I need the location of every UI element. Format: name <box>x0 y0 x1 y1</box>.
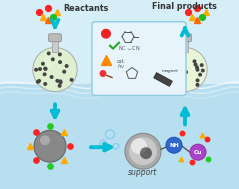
Circle shape <box>196 68 200 72</box>
Circle shape <box>47 51 51 55</box>
Text: Final products: Final products <box>152 2 217 11</box>
Circle shape <box>131 138 147 154</box>
Circle shape <box>33 47 77 92</box>
Circle shape <box>196 78 200 82</box>
Circle shape <box>38 67 42 71</box>
Circle shape <box>129 137 157 165</box>
Polygon shape <box>154 73 172 86</box>
Circle shape <box>198 73 202 77</box>
Circle shape <box>34 68 38 72</box>
Text: $h\nu$: $h\nu$ <box>117 62 125 70</box>
Circle shape <box>58 52 62 56</box>
Circle shape <box>41 62 45 66</box>
Circle shape <box>166 137 182 153</box>
Circle shape <box>50 75 54 79</box>
Circle shape <box>43 72 47 76</box>
Text: support: support <box>128 168 158 177</box>
Bar <box>52 39 58 52</box>
Circle shape <box>36 80 40 84</box>
Circle shape <box>37 79 41 83</box>
Circle shape <box>173 56 184 67</box>
Circle shape <box>175 83 179 87</box>
Circle shape <box>173 66 177 70</box>
Circle shape <box>178 76 182 80</box>
Text: magnet: magnet <box>162 69 179 73</box>
Circle shape <box>190 144 206 160</box>
Circle shape <box>55 79 59 83</box>
Circle shape <box>43 56 54 67</box>
Circle shape <box>164 78 168 82</box>
Circle shape <box>195 65 199 69</box>
Circle shape <box>58 84 62 88</box>
FancyBboxPatch shape <box>92 22 186 95</box>
Circle shape <box>163 47 207 92</box>
Circle shape <box>43 82 47 86</box>
Circle shape <box>176 81 180 85</box>
Circle shape <box>58 79 62 83</box>
Circle shape <box>174 74 178 78</box>
Circle shape <box>62 70 66 74</box>
Text: cat.: cat. <box>117 59 126 64</box>
Text: Cu: Cu <box>194 150 202 155</box>
Circle shape <box>201 69 205 73</box>
Circle shape <box>43 67 48 71</box>
Circle shape <box>125 133 161 169</box>
Circle shape <box>193 59 196 63</box>
FancyBboxPatch shape <box>179 34 191 42</box>
Circle shape <box>70 78 74 82</box>
Circle shape <box>99 70 107 77</box>
FancyBboxPatch shape <box>49 34 61 42</box>
Circle shape <box>51 57 55 61</box>
Circle shape <box>167 57 170 61</box>
Circle shape <box>40 135 50 145</box>
Text: NC$\smile$CN: NC$\smile$CN <box>118 44 141 52</box>
Bar <box>182 39 188 52</box>
Circle shape <box>65 64 69 68</box>
Circle shape <box>184 70 188 74</box>
Text: NH: NH <box>169 143 179 148</box>
Circle shape <box>58 60 62 64</box>
Circle shape <box>43 67 47 71</box>
Circle shape <box>196 83 200 87</box>
Circle shape <box>101 29 111 39</box>
Circle shape <box>162 74 166 78</box>
Circle shape <box>59 81 63 84</box>
Circle shape <box>200 63 204 67</box>
Circle shape <box>34 130 66 162</box>
Bar <box>0 84 239 189</box>
Circle shape <box>194 63 198 67</box>
Circle shape <box>140 147 152 159</box>
Text: Reactants: Reactants <box>63 4 108 13</box>
Circle shape <box>165 60 169 64</box>
